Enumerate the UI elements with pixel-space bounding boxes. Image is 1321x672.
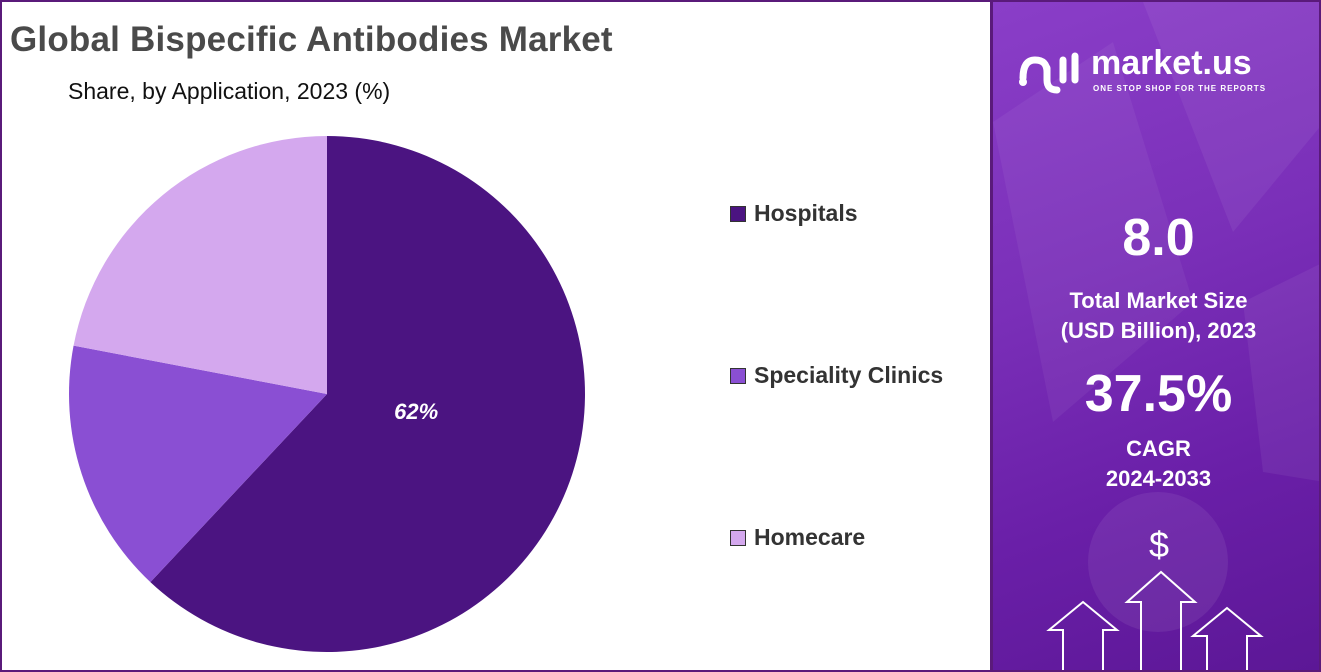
market-size-label-line1: Total Market Size: [1069, 288, 1248, 313]
pie-slice-speciality-clinics: [69, 345, 328, 583]
chart-title: Global Bispecific Antibodies Market: [10, 20, 613, 59]
legend-swatch: [730, 529, 746, 546]
legend-label: Homecare: [754, 524, 866, 550]
pie-chart: 62%: [69, 136, 585, 652]
legend-swatch: [730, 367, 746, 384]
cagr-value: 37.5%: [1084, 365, 1233, 423]
chart-subtitle: Share, by Application, 2023 (%): [68, 78, 391, 104]
pie-slice-homecare: [73, 136, 327, 394]
legend-swatch: [730, 205, 746, 222]
summary-panel: market.us ONE STOP SHOP FOR THE REPORTS …: [990, 2, 1319, 670]
market-size-value: 8.0: [1122, 209, 1195, 267]
legend-label: Hospitals: [754, 200, 858, 226]
data-label-hospitals: 62%: [394, 399, 438, 424]
chart-area: Global Bispecific Antibodies Market Shar…: [2, 2, 990, 670]
market-size-label-line2: (USD Billion), 2023: [1060, 318, 1257, 343]
logo-tagline: ONE STOP SHOP FOR THE REPORTS: [1093, 84, 1267, 93]
legend-item-hospitals: Hospitals: [730, 200, 858, 227]
legend-item-homecare: Homecare: [730, 524, 865, 551]
market-us-logo: market.us ONE STOP SHOP FOR THE REPORTS: [1017, 42, 1307, 102]
background-decoration: [993, 2, 1319, 670]
pie-slice-hospitals: [150, 136, 585, 652]
logo-text: market.us: [1091, 44, 1252, 82]
legend-label: Speciality Clinics: [754, 362, 944, 388]
legend-item-speciality-clinics: Speciality Clinics: [730, 362, 943, 389]
cagr-label: CAGR: [1126, 436, 1191, 461]
cagr-period: 2024-2033: [1105, 466, 1212, 491]
dollar-icon: $: [1149, 524, 1170, 565]
logo-icon: [1019, 52, 1079, 94]
